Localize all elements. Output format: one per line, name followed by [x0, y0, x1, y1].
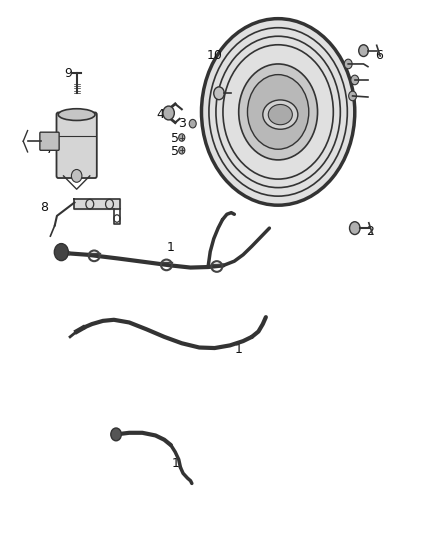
- Text: 4: 4: [156, 108, 164, 121]
- Polygon shape: [74, 199, 120, 209]
- Text: 1: 1: [171, 457, 179, 470]
- Circle shape: [359, 45, 368, 56]
- Circle shape: [179, 134, 185, 141]
- Text: 2: 2: [366, 225, 374, 238]
- Circle shape: [214, 87, 224, 100]
- Circle shape: [349, 91, 357, 101]
- Ellipse shape: [268, 104, 293, 125]
- Circle shape: [54, 244, 68, 261]
- Circle shape: [350, 222, 360, 235]
- Circle shape: [247, 75, 309, 149]
- Circle shape: [71, 169, 82, 182]
- Circle shape: [189, 119, 196, 128]
- Circle shape: [111, 428, 121, 441]
- Circle shape: [163, 106, 174, 120]
- Text: 9: 9: [64, 67, 72, 80]
- Ellipse shape: [58, 109, 95, 120]
- Text: 1: 1: [235, 343, 243, 356]
- Circle shape: [179, 147, 185, 154]
- Circle shape: [351, 75, 359, 85]
- FancyBboxPatch shape: [57, 112, 97, 178]
- Text: 1: 1: [167, 241, 175, 254]
- FancyBboxPatch shape: [40, 132, 59, 150]
- Text: 6: 6: [375, 50, 383, 62]
- Ellipse shape: [263, 100, 298, 130]
- Text: 7: 7: [46, 143, 54, 156]
- Text: 5: 5: [171, 132, 179, 145]
- Text: 8: 8: [40, 201, 48, 214]
- Circle shape: [344, 59, 352, 69]
- Text: 10: 10: [207, 50, 223, 62]
- Circle shape: [239, 64, 318, 160]
- Circle shape: [201, 19, 355, 205]
- Text: 3: 3: [178, 117, 186, 130]
- Text: 5: 5: [171, 146, 179, 158]
